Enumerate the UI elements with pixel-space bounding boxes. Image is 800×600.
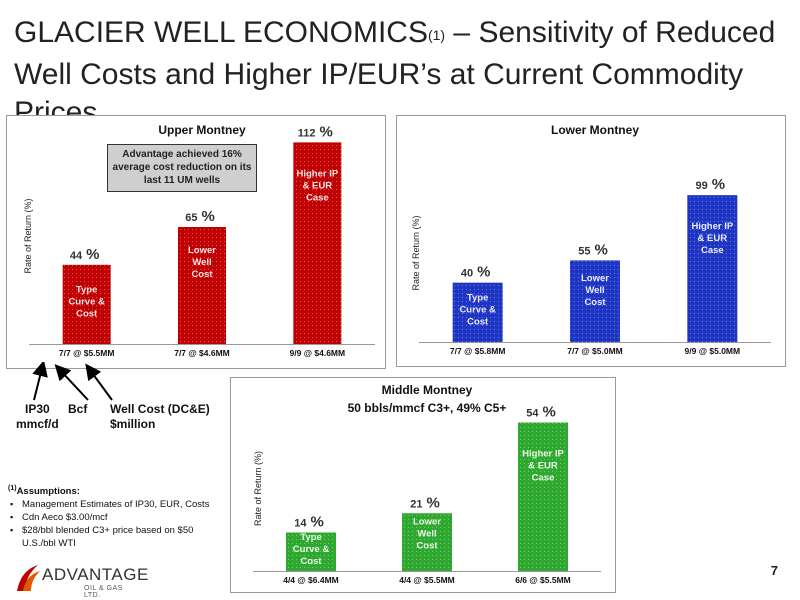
category-label: 9/9 @ $5.0MM bbox=[685, 346, 741, 356]
bar-inner-label: Higher IP & EUR Case bbox=[296, 168, 338, 203]
logo-subtitle: OIL & GAS LTD. bbox=[84, 585, 123, 599]
bar-3 bbox=[518, 422, 568, 571]
bar-2 bbox=[178, 227, 226, 344]
category-label: 4/4 @ $6.4MM bbox=[283, 575, 339, 585]
cost-reduction-annotation: Advantage achieved 16% average cost redu… bbox=[107, 144, 257, 192]
y-axis-label: Rate of Return (%) bbox=[253, 451, 263, 526]
page-number: 7 bbox=[770, 563, 778, 578]
legend-ip30: IP30 mmcf/d bbox=[16, 402, 59, 431]
chart-title: Lower Montney bbox=[551, 123, 639, 137]
arrow-ip30 bbox=[32, 362, 48, 401]
y-axis-label: Rate of Return (%) bbox=[411, 215, 421, 290]
bar-value-label: 54% bbox=[526, 404, 556, 421]
bar-inner-label: Type Curve & Cost bbox=[68, 284, 105, 319]
title-main: GLACIER WELL ECONOMICS bbox=[14, 16, 428, 49]
upper-montney-panel: Upper Montney Rate of Return (%) 44% Type Cu… bbox=[6, 115, 386, 369]
bar-inner-label: Type Curve & Cost bbox=[459, 292, 496, 327]
title-footnote-marker: (1) bbox=[427, 27, 446, 43]
bar-3 bbox=[687, 195, 738, 342]
assumption-item: Cdn Aeco $3.00/mcf bbox=[10, 511, 223, 524]
logo-mark-icon bbox=[17, 565, 40, 591]
bar-inner-label: Lower Well Cost bbox=[581, 273, 609, 308]
company-logo: ADVANTAGE OIL & GAS LTD. bbox=[14, 563, 148, 599]
bar-value-label: 44% bbox=[70, 246, 100, 263]
arrow-bcf bbox=[54, 364, 89, 401]
middle-montney-chart: Middle Montney 50 bbls/mmcf C3+, 49% C5+ R… bbox=[253, 383, 601, 585]
assumption-item: $28/bbl blended C3+ price based on $50 U… bbox=[10, 524, 223, 550]
bar-inner-label: Type Curve & Cost bbox=[293, 532, 330, 567]
bar-1 bbox=[452, 282, 503, 342]
assumptions-heading: (1)Assumptions: bbox=[8, 482, 223, 498]
bar-value-label: 40% bbox=[461, 264, 491, 281]
bar-1 bbox=[62, 264, 111, 344]
bar-inner-label: Lower Well Cost bbox=[413, 516, 441, 551]
category-label: 7/7 @ $5.5MM bbox=[59, 348, 115, 358]
bar-value-label: 99% bbox=[696, 176, 726, 193]
bar-value-label: 55% bbox=[578, 241, 608, 258]
bar-inner-label: Higher IP & EUR Case bbox=[691, 221, 733, 256]
category-label: 7/7 @ $5.0MM bbox=[567, 346, 623, 356]
bar-value-label: 112% bbox=[298, 123, 333, 140]
bar-value-label: 21% bbox=[410, 494, 440, 511]
legend-bcf: Bcf bbox=[68, 402, 88, 416]
bar-inner-label: Higher IP & EUR Case bbox=[522, 449, 564, 484]
bar-3 bbox=[293, 142, 342, 344]
assumptions-list: Management Estimates of IP30, EUR, Costs… bbox=[8, 498, 223, 550]
category-label: 4/4 @ $5.5MM bbox=[399, 575, 455, 585]
assumptions-sup: (1) bbox=[8, 485, 17, 492]
legend-well-cost: Well Cost (DC&E) $million bbox=[110, 402, 210, 431]
assumptions-block: (1)Assumptions: Management Estimates of … bbox=[8, 482, 223, 550]
bar-1 bbox=[286, 532, 336, 571]
category-label: 7/7 @ $5.8MM bbox=[450, 346, 506, 356]
category-label: 9/9 @ $4.6MM bbox=[290, 348, 346, 358]
legend-arrows bbox=[32, 362, 113, 401]
chart-subtitle: 50 bbls/mmcf C3+, 49% C5+ bbox=[348, 401, 507, 415]
y-axis-label: Rate of Return (%) bbox=[23, 198, 33, 273]
lower-montney-chart: Lower Montney Rate of Return (%) 40 % Type Cu… bbox=[411, 123, 771, 356]
logo-name: ADVANTAGE bbox=[42, 565, 149, 584]
category-label: 6/6 @ $5.5MM bbox=[515, 575, 571, 585]
bar-2 bbox=[570, 260, 620, 342]
arrow-well-cost bbox=[85, 363, 113, 401]
lower-montney-panel: Lower Montney Rate of Return (%) 40% Type Cu… bbox=[396, 115, 786, 367]
bar-value-label: 65% bbox=[185, 208, 215, 225]
category-label: 7/7 @ $4.6MM bbox=[174, 348, 230, 358]
bar-value-label: 14% bbox=[294, 514, 324, 531]
assumptions-heading-text: Assumptions: bbox=[16, 486, 80, 498]
bar-2 bbox=[402, 513, 452, 571]
middle-montney-panel: Middle Montney 50 bbls/mmcf C3+, 49% C5+ R… bbox=[230, 377, 616, 593]
assumption-item: Management Estimates of IP30, EUR, Costs bbox=[10, 498, 223, 511]
chart-title: Middle Montney bbox=[382, 383, 473, 397]
bar-inner-label: Lower Well Cost bbox=[188, 245, 216, 280]
chart-title: Upper Montney bbox=[158, 123, 246, 137]
upper-montney-chart: Upper Montney Rate of Return (%) 44 % Type Cu… bbox=[23, 123, 375, 358]
